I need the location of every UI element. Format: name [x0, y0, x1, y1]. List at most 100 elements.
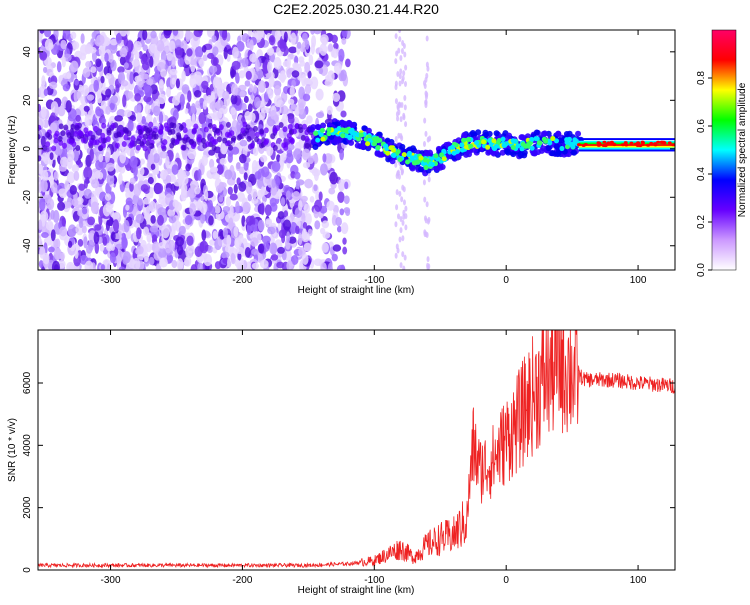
spectrogram-noise-cell	[254, 58, 260, 72]
spectrogram-band-cell	[170, 128, 176, 135]
spectrogram-noise-cell	[138, 80, 144, 88]
colorbar-tick-label: 0.2	[696, 215, 707, 229]
spectrogram-noise-cell	[230, 83, 239, 96]
spectrogram-noise-cell	[270, 53, 276, 63]
spectrogram-noise-cell	[226, 32, 231, 42]
spectrogram-noise-cell	[143, 94, 152, 103]
spectrogram-ridge-core	[375, 145, 381, 151]
spectrogram-noise-cell	[425, 91, 429, 98]
spectrogram-ridge-halo	[571, 149, 578, 156]
spectrogram-noise-cell	[243, 95, 249, 103]
spectrogram-noise-cell	[158, 111, 164, 125]
spectrogram-noise-cell	[93, 79, 99, 92]
spectrogram-noise-cell	[264, 204, 272, 216]
spectrogram-band-cell	[211, 144, 217, 151]
spectrogram-noise-cell	[273, 94, 282, 108]
spectrogram-steady-band-peak	[603, 144, 608, 148]
spectrogram-noise-cell	[395, 204, 399, 211]
spectrogram-noise-cell	[70, 60, 79, 73]
spectrogram-noise-cell	[216, 164, 224, 175]
spectrogram-noise-cell	[398, 80, 402, 87]
spectrogram-noise-cell	[166, 52, 173, 62]
spectrogram-noise-cell	[399, 132, 403, 139]
spectrogram-band-cell	[130, 135, 136, 142]
spectrogram-noise-cell	[345, 209, 351, 216]
spectrogram-noise-cell	[332, 244, 342, 252]
spectrogram-ridge-halo	[354, 142, 361, 149]
spectrogram-noise-cell	[402, 42, 406, 49]
spectrogram-noise-cell	[402, 186, 406, 193]
spectrogram-band-cell	[304, 142, 310, 149]
spectrogram-noise-cell	[58, 188, 67, 197]
spectrogram-band-cell	[100, 142, 106, 149]
spectrogram-noise-cell	[145, 113, 153, 124]
spectrogram-noise-cell	[296, 41, 302, 49]
spectrogram-noise-cell	[87, 216, 96, 226]
spectrogram-noise-cell	[318, 191, 323, 202]
spectrogram-noise-cell	[273, 56, 282, 70]
spectrogram-noise-cell	[100, 56, 105, 63]
spectrogram-noise-cell	[161, 225, 170, 239]
spectrogram-noise-cell	[206, 30, 212, 38]
spectrogram-noise-cell	[208, 206, 216, 215]
spectrogram-band-cell	[174, 138, 180, 145]
spectrogram-ridge-halo	[468, 131, 475, 138]
spectrogram-band-cell	[87, 140, 93, 147]
spectrogram-noise-cell	[268, 35, 276, 46]
spectrogram-noise-cell	[102, 236, 108, 246]
spectrogram-noise-cell	[79, 52, 87, 61]
spectrogram-noise-cell	[221, 251, 230, 259]
spectrogram-noise-cell	[83, 188, 93, 199]
spectrogram-noise-cell	[148, 56, 154, 68]
spectrogram-noise-cell	[169, 68, 178, 76]
spectrogram-noise-cell	[285, 152, 294, 164]
spectrogram-band-cell	[57, 135, 63, 142]
spectrogram-band-cell	[38, 133, 41, 140]
spectrogram-noise-cell	[140, 167, 145, 176]
spectrogram-ridge-core	[422, 157, 428, 163]
snr-x-axis-label: Height of straight line (km)	[298, 585, 415, 596]
spectrogram-steady-band-peak	[659, 140, 664, 144]
spectrogram-x-tick-label: -100	[364, 275, 384, 286]
spectrogram-band-cell	[193, 123, 199, 130]
spectrogram-noise-cell	[245, 215, 254, 226]
spectrogram-noise-cell	[117, 66, 125, 74]
spectrogram-noise-cell	[319, 163, 328, 176]
spectrogram-noise-cell	[123, 219, 130, 233]
spectrogram-noise-cell	[184, 108, 189, 115]
spectrogram-noise-cell	[60, 156, 69, 168]
spectrogram-steady-band	[578, 138, 675, 141]
spectrogram-noise-cell	[249, 53, 257, 63]
spectrogram-noise-cell	[322, 231, 331, 239]
spectrogram-noise-cell	[201, 45, 207, 53]
spectrogram-noise-cell	[245, 261, 251, 270]
spectrogram-noise-cell	[153, 153, 160, 164]
spectrogram-noise-cell	[93, 231, 100, 245]
spectrogram-noise-cell	[402, 199, 406, 206]
spectrogram-noise-cell	[141, 116, 147, 125]
spectrogram-noise-cell	[249, 39, 254, 52]
spectrogram-ridge-core	[526, 140, 532, 146]
spectrogram-noise-cell	[181, 84, 190, 94]
spectrogram-band-cell	[83, 127, 89, 134]
spectrogram-band-cell	[38, 124, 42, 131]
colorbar-label: Normalized spectral amplitude	[737, 82, 748, 217]
spectrogram-noise-cell	[302, 162, 311, 169]
spectrogram-noise-cell	[191, 113, 196, 126]
spectrogram-noise-cell	[201, 229, 207, 241]
spectrogram-band-cell	[211, 124, 217, 131]
spectrogram-noise-cell	[425, 35, 429, 42]
spectrogram-band-cell	[58, 123, 64, 130]
spectrogram-noise-cell	[398, 30, 402, 34]
colorbar-tick-label: 0.4	[696, 167, 707, 181]
spectrogram-noise-cell	[98, 172, 104, 180]
spectrogram-noise-cell	[187, 250, 193, 258]
spectrogram-noise-cell	[189, 202, 197, 216]
spectrogram-band-cell	[106, 129, 112, 136]
spectrogram-noise-cell	[59, 226, 68, 237]
spectrogram-noise-cell	[321, 220, 330, 229]
spectrogram-noise-cell	[48, 246, 55, 253]
spectrogram-noise-cell	[140, 73, 150, 80]
spectrogram-noise-cell	[227, 257, 232, 269]
spectrogram-ridge-halo	[341, 120, 348, 127]
